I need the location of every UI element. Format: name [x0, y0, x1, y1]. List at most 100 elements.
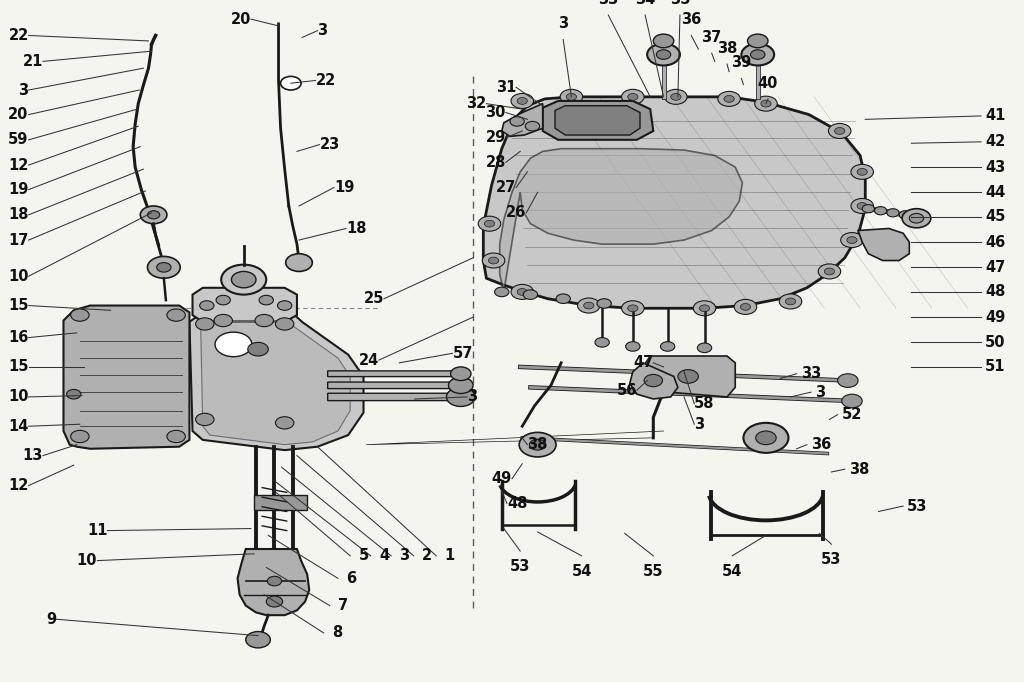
Circle shape: [671, 93, 681, 100]
Circle shape: [147, 211, 160, 219]
Polygon shape: [630, 363, 678, 399]
Circle shape: [699, 305, 710, 312]
Polygon shape: [483, 97, 865, 308]
Text: 3: 3: [399, 548, 410, 563]
Text: 33: 33: [598, 0, 618, 7]
Circle shape: [196, 413, 214, 426]
Circle shape: [628, 305, 638, 312]
Text: 15: 15: [8, 298, 29, 313]
Text: 39: 39: [731, 55, 752, 70]
Circle shape: [755, 96, 777, 111]
Polygon shape: [328, 394, 461, 400]
Text: 43: 43: [985, 160, 1006, 175]
Circle shape: [488, 257, 499, 264]
Circle shape: [847, 237, 857, 243]
Circle shape: [517, 288, 527, 295]
Circle shape: [167, 430, 185, 443]
Circle shape: [566, 93, 577, 100]
Circle shape: [899, 211, 911, 219]
Text: 8: 8: [332, 625, 342, 640]
Circle shape: [67, 389, 81, 399]
Text: 37: 37: [701, 30, 722, 45]
Text: 22: 22: [315, 73, 336, 88]
Circle shape: [835, 128, 845, 134]
Circle shape: [140, 206, 167, 224]
Circle shape: [484, 220, 495, 227]
Circle shape: [595, 338, 609, 347]
Text: 46: 46: [985, 235, 1006, 250]
Polygon shape: [193, 288, 297, 322]
Text: 47: 47: [985, 260, 1006, 275]
Circle shape: [756, 431, 776, 445]
Text: 20: 20: [8, 107, 29, 122]
Circle shape: [266, 596, 283, 607]
Circle shape: [71, 430, 89, 443]
Circle shape: [584, 302, 594, 309]
Polygon shape: [63, 306, 189, 449]
Circle shape: [874, 207, 887, 215]
Circle shape: [644, 374, 663, 387]
Circle shape: [560, 89, 583, 104]
Polygon shape: [328, 371, 461, 376]
Circle shape: [741, 44, 774, 65]
Text: 3: 3: [467, 389, 477, 404]
Text: 44: 44: [985, 185, 1006, 200]
Text: 54: 54: [722, 564, 742, 579]
Text: 35: 35: [670, 0, 690, 7]
Text: 14: 14: [8, 419, 29, 434]
Text: 19: 19: [334, 180, 354, 195]
Text: 31: 31: [496, 80, 516, 95]
Text: 26: 26: [506, 205, 526, 220]
Text: 53: 53: [510, 559, 530, 574]
Circle shape: [597, 299, 611, 308]
Circle shape: [734, 299, 757, 314]
Circle shape: [71, 309, 89, 321]
Text: 9: 9: [46, 612, 56, 627]
Circle shape: [622, 301, 644, 316]
Text: 27: 27: [496, 180, 516, 195]
Circle shape: [215, 332, 252, 357]
Circle shape: [275, 318, 294, 330]
Text: 6: 6: [346, 571, 356, 586]
Text: 12: 12: [8, 478, 29, 493]
Circle shape: [857, 203, 867, 209]
Circle shape: [517, 98, 527, 104]
Circle shape: [511, 93, 534, 108]
Circle shape: [665, 89, 687, 104]
Text: 13: 13: [23, 448, 43, 463]
Text: 10: 10: [77, 553, 97, 568]
Text: 50: 50: [985, 335, 1006, 350]
Text: 3: 3: [18, 83, 29, 98]
Circle shape: [660, 342, 675, 351]
Circle shape: [693, 301, 716, 316]
Text: 51: 51: [985, 359, 1006, 374]
Circle shape: [246, 632, 270, 648]
Text: 16: 16: [8, 330, 29, 345]
Text: 55: 55: [643, 564, 664, 579]
Circle shape: [779, 294, 802, 309]
Text: 3: 3: [694, 417, 705, 432]
Circle shape: [511, 284, 534, 299]
Text: 10: 10: [8, 389, 29, 404]
Circle shape: [556, 294, 570, 303]
Circle shape: [478, 216, 501, 231]
Circle shape: [851, 198, 873, 213]
Circle shape: [231, 271, 256, 288]
Circle shape: [523, 290, 538, 299]
Polygon shape: [189, 312, 364, 450]
Text: 3: 3: [815, 385, 825, 400]
Circle shape: [482, 253, 505, 268]
Circle shape: [647, 44, 680, 65]
Text: 28: 28: [485, 155, 506, 170]
Circle shape: [525, 121, 540, 131]
Text: 30: 30: [485, 105, 506, 120]
Text: 52: 52: [842, 407, 862, 422]
Circle shape: [902, 209, 931, 228]
Text: 56: 56: [616, 383, 637, 398]
Text: 57: 57: [453, 346, 473, 361]
Text: 23: 23: [319, 137, 340, 152]
Circle shape: [857, 168, 867, 175]
Text: 49: 49: [985, 310, 1006, 325]
Circle shape: [446, 387, 475, 406]
Polygon shape: [643, 356, 735, 397]
